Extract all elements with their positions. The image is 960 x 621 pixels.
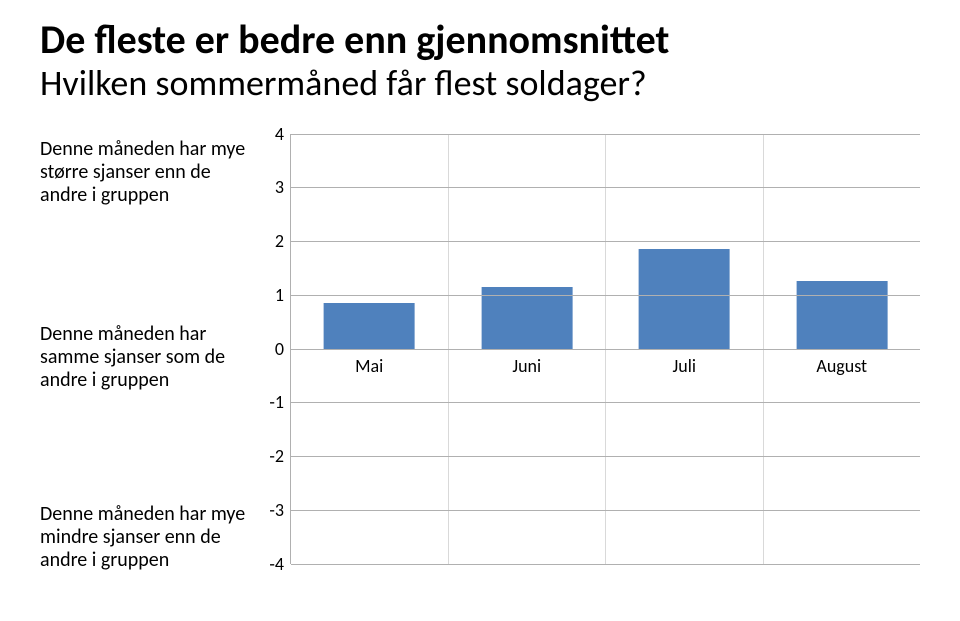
x-axis-label: August: [764, 355, 921, 377]
gridline: [291, 349, 920, 350]
y-tick-label: -3: [269, 499, 284, 521]
slide-title: De fleste er bedre enn gjennomsnittet: [40, 18, 920, 62]
x-axis-label: Juni: [449, 355, 606, 377]
y-tick-label: 1: [275, 284, 284, 306]
gridline: [291, 564, 920, 565]
y-tick-label: -4: [269, 553, 284, 575]
bar: [796, 281, 887, 348]
slide-subtitle: Hvilken sommermåned får flest soldager?: [40, 64, 920, 104]
y-tick-label: 2: [275, 230, 284, 252]
bar: [639, 249, 730, 348]
x-axis-label: Mai: [291, 355, 448, 377]
gridline: [291, 456, 920, 457]
y-tick-label: 4: [275, 123, 284, 145]
y-axis-annotations: Denne måneden har mye større sjanser enn…: [40, 134, 260, 564]
gridline: [291, 187, 920, 188]
chart-area: Denne måneden har mye større sjanser enn…: [40, 134, 920, 564]
annotation-top: Denne måneden har mye større sjanser enn…: [40, 138, 250, 207]
gridline: [291, 295, 920, 296]
y-tick-label: 3: [275, 176, 284, 198]
annotation-middle: Denne måneden har samme sjanser som de a…: [40, 323, 250, 392]
plot-area: MaiJuniJuliAugust: [290, 134, 920, 564]
gridline: [291, 402, 920, 403]
x-axis-label: Juli: [606, 355, 763, 377]
chart: 43210-1-2-3-4 MaiJuniJuliAugust: [260, 134, 920, 564]
y-tick-label: -1: [269, 391, 284, 413]
bar: [324, 303, 415, 349]
gridline: [291, 134, 920, 135]
y-tick-label: 0: [275, 338, 284, 360]
y-axis: 43210-1-2-3-4: [260, 134, 290, 564]
gridline: [291, 241, 920, 242]
y-tick-label: -2: [269, 445, 284, 467]
title-block: De fleste er bedre enn gjennomsnittet Hv…: [40, 18, 920, 104]
gridline: [291, 510, 920, 511]
annotation-bottom: Denne måneden har mye mindre sjanser enn…: [40, 503, 250, 572]
bar: [481, 287, 572, 349]
